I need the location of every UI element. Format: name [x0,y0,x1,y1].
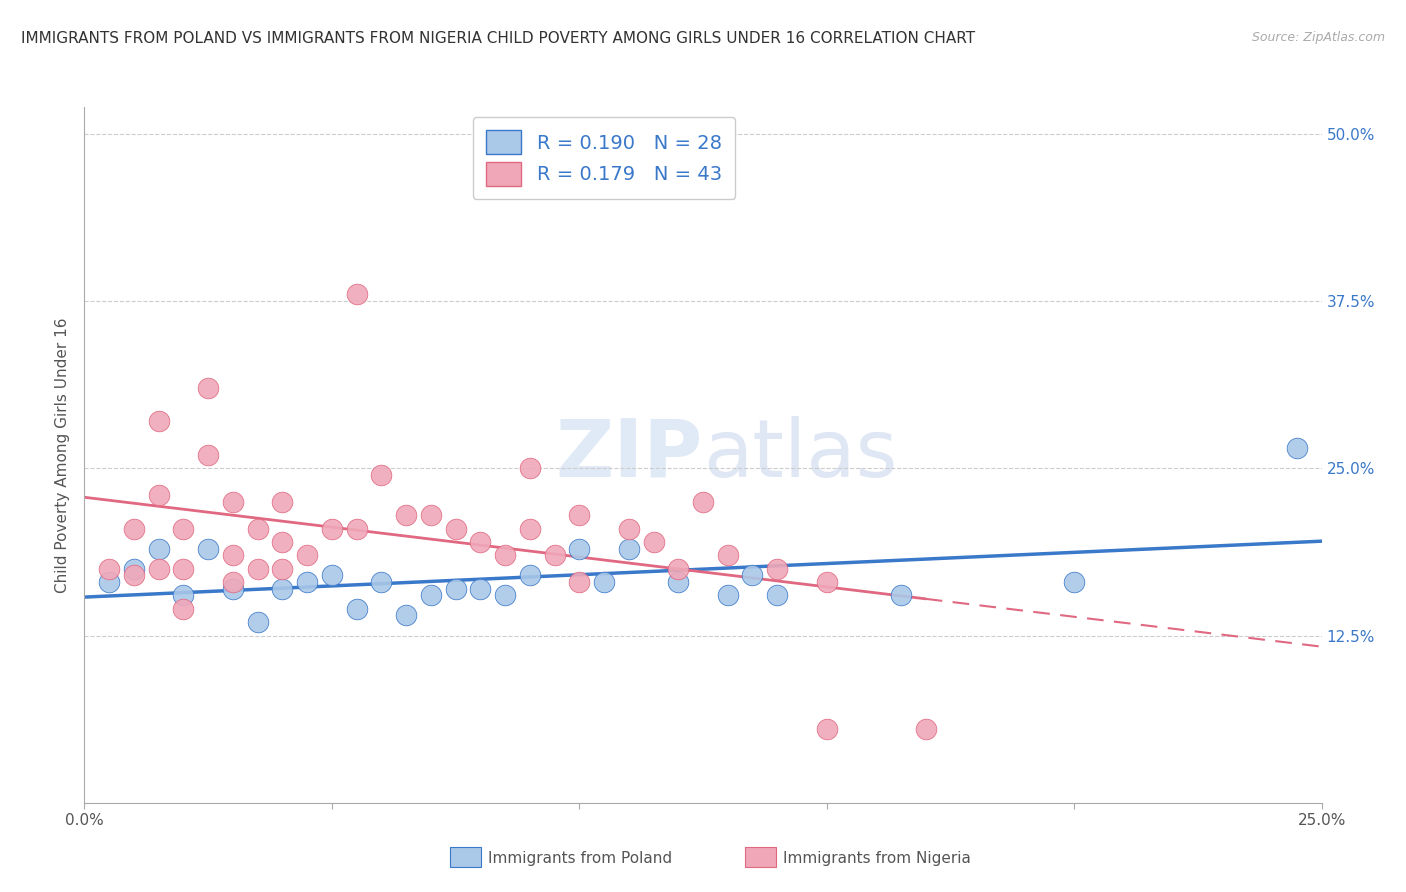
Point [717,548,740,563]
Point [148,488,170,502]
Point [321,568,343,582]
Point [222,575,245,590]
Point [197,381,219,395]
Point [617,521,640,535]
Point [1063,575,1085,590]
Point [666,575,689,590]
Point [148,562,170,576]
Point [172,562,194,576]
Text: Source: ZipAtlas.com: Source: ZipAtlas.com [1251,31,1385,45]
Point [444,521,467,535]
Point [197,448,219,462]
Point [246,615,269,630]
Point [395,508,418,523]
Point [519,521,541,535]
Point [914,723,936,737]
Point [246,521,269,535]
Legend: R = 0.190   N = 28, R = 0.179   N = 43: R = 0.190 N = 28, R = 0.179 N = 43 [472,117,735,199]
Point [568,575,591,590]
Y-axis label: Child Poverty Among Girls Under 16: Child Poverty Among Girls Under 16 [55,318,70,592]
Point [741,568,763,582]
Point [568,541,591,556]
Text: atlas: atlas [703,416,897,494]
Point [370,575,392,590]
Point [519,568,541,582]
Point [346,521,368,535]
Point [890,589,912,603]
Point [815,575,838,590]
Point [222,494,245,508]
Point [766,562,789,576]
Point [419,589,441,603]
Point [568,508,591,523]
Text: IMMIGRANTS FROM POLAND VS IMMIGRANTS FROM NIGERIA CHILD POVERTY AMONG GIRLS UNDE: IMMIGRANTS FROM POLAND VS IMMIGRANTS FRO… [21,31,976,46]
Point [98,575,121,590]
Point [815,723,838,737]
Point [271,562,294,576]
Point [172,521,194,535]
Point [494,589,516,603]
Point [470,535,492,549]
Point [271,582,294,596]
Point [122,568,145,582]
Point [271,535,294,549]
Point [419,508,441,523]
Point [692,494,714,508]
Point [271,494,294,508]
Point [1285,442,1308,456]
Point [98,562,121,576]
Point [346,602,368,616]
Point [395,608,418,623]
Point [766,589,789,603]
Point [122,521,145,535]
Point [593,575,616,590]
Point [643,535,665,549]
Point [197,541,219,556]
Point [543,548,565,563]
Point [617,541,640,556]
Text: Immigrants from Nigeria: Immigrants from Nigeria [783,851,972,865]
Text: Immigrants from Poland: Immigrants from Poland [488,851,672,865]
Point [346,287,368,301]
Point [470,582,492,596]
Point [444,582,467,596]
Text: ZIP: ZIP [555,416,703,494]
Point [321,521,343,535]
Point [246,562,269,576]
Point [122,562,145,576]
Point [717,589,740,603]
Point [148,541,170,556]
Point [295,548,318,563]
Point [370,468,392,483]
Point [222,548,245,563]
Point [172,602,194,616]
Point [519,461,541,475]
Point [494,548,516,563]
Point [172,589,194,603]
Point [148,415,170,429]
Point [222,582,245,596]
Point [295,575,318,590]
Point [666,562,689,576]
